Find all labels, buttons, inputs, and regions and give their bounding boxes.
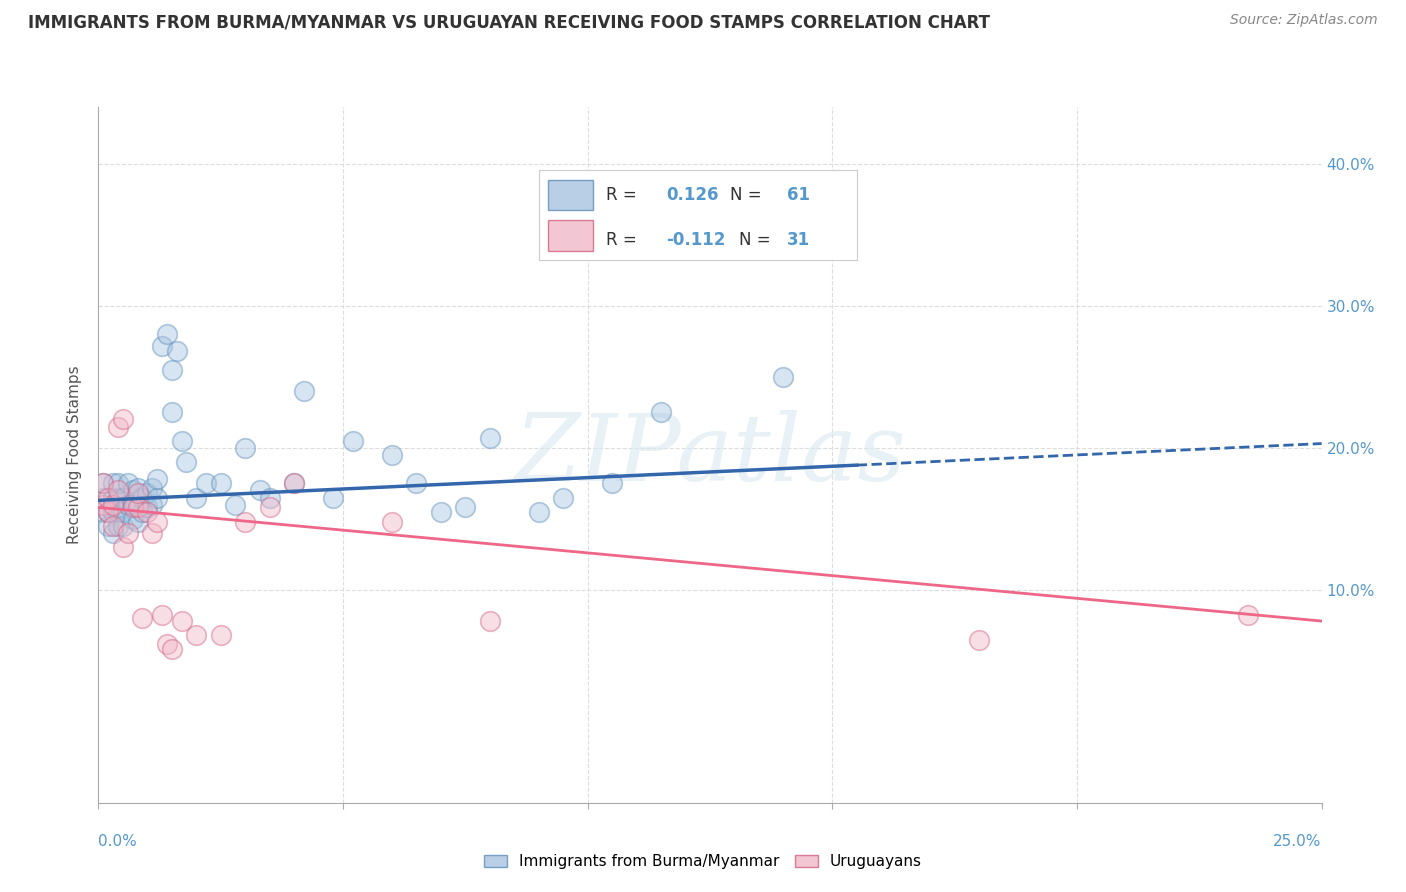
Point xyxy=(160,642,183,657)
Point xyxy=(141,526,163,541)
Point xyxy=(111,519,134,533)
Point xyxy=(131,491,153,505)
Point xyxy=(209,628,232,642)
Point xyxy=(141,481,163,495)
Point xyxy=(127,481,149,495)
Point xyxy=(381,515,404,529)
Point xyxy=(186,491,208,505)
Point xyxy=(176,455,198,469)
Point xyxy=(117,476,139,491)
Text: 25.0%: 25.0% xyxy=(1274,834,1322,849)
Point xyxy=(146,515,169,529)
Point xyxy=(553,491,575,505)
Point xyxy=(107,519,129,533)
Point xyxy=(127,500,149,515)
Point xyxy=(292,384,315,398)
Text: IMMIGRANTS FROM BURMA/MYANMAR VS URUGUAYAN RECEIVING FOOD STAMPS CORRELATION CHA: IMMIGRANTS FROM BURMA/MYANMAR VS URUGUAY… xyxy=(28,13,990,31)
Text: 0.0%: 0.0% xyxy=(98,834,138,849)
Point xyxy=(97,505,120,519)
Point xyxy=(772,369,794,384)
Point xyxy=(430,505,453,519)
Point xyxy=(101,498,124,512)
Point xyxy=(131,611,153,625)
Point xyxy=(121,483,143,498)
Point xyxy=(136,500,159,515)
Point xyxy=(136,486,159,500)
Y-axis label: Receiving Food Stamps: Receiving Food Stamps xyxy=(67,366,83,544)
Point xyxy=(209,476,232,491)
Point xyxy=(233,441,256,455)
Point xyxy=(146,472,169,486)
Point xyxy=(224,498,246,512)
Point xyxy=(675,213,697,227)
Point xyxy=(91,476,114,491)
Point xyxy=(117,498,139,512)
Point xyxy=(91,505,114,519)
Point xyxy=(478,431,501,445)
Point xyxy=(136,505,159,519)
Point xyxy=(111,505,134,519)
Point xyxy=(121,500,143,515)
Point xyxy=(381,448,404,462)
Point xyxy=(127,486,149,500)
Point xyxy=(160,362,183,376)
Point xyxy=(600,476,623,491)
Point xyxy=(121,512,143,526)
Point xyxy=(146,491,169,505)
Point xyxy=(454,500,477,515)
Point xyxy=(283,476,305,491)
Point xyxy=(97,519,120,533)
Point xyxy=(111,412,134,426)
Point xyxy=(967,632,990,647)
Point xyxy=(156,637,179,651)
Point xyxy=(107,476,129,491)
Point xyxy=(283,476,305,491)
Point xyxy=(259,491,281,505)
Point xyxy=(101,505,124,519)
Point xyxy=(131,505,153,519)
Point xyxy=(527,505,550,519)
Text: Source: ZipAtlas.com: Source: ZipAtlas.com xyxy=(1230,13,1378,28)
Point xyxy=(322,491,344,505)
Point xyxy=(97,491,120,505)
Point xyxy=(150,338,173,352)
Point xyxy=(233,515,256,529)
Point xyxy=(107,491,129,505)
Text: ZIPatlas: ZIPatlas xyxy=(515,410,905,500)
Point xyxy=(101,476,124,491)
Point xyxy=(91,491,114,505)
Point xyxy=(107,483,129,498)
Point xyxy=(101,491,124,505)
Point xyxy=(127,515,149,529)
Point xyxy=(141,498,163,512)
Point xyxy=(249,483,271,498)
Point xyxy=(342,434,364,448)
Point xyxy=(111,491,134,505)
Point xyxy=(156,327,179,342)
Point xyxy=(170,434,193,448)
Legend: Immigrants from Burma/Myanmar, Uruguayans: Immigrants from Burma/Myanmar, Uruguayan… xyxy=(478,848,928,875)
Point xyxy=(478,614,501,628)
Point xyxy=(723,192,745,206)
Point xyxy=(160,405,183,419)
Point xyxy=(107,419,129,434)
Point xyxy=(91,498,114,512)
Point xyxy=(97,505,120,519)
Point xyxy=(405,476,427,491)
Point xyxy=(101,526,124,541)
Point xyxy=(150,608,173,623)
Point xyxy=(111,540,134,554)
Point xyxy=(166,344,188,359)
Point xyxy=(121,498,143,512)
Point xyxy=(170,614,193,628)
Point xyxy=(186,628,208,642)
Point xyxy=(195,476,218,491)
Point xyxy=(107,505,129,519)
Point xyxy=(91,476,114,491)
Point xyxy=(259,500,281,515)
Point xyxy=(650,405,672,419)
Point xyxy=(117,526,139,541)
Point xyxy=(1237,608,1260,623)
Point xyxy=(101,519,124,533)
